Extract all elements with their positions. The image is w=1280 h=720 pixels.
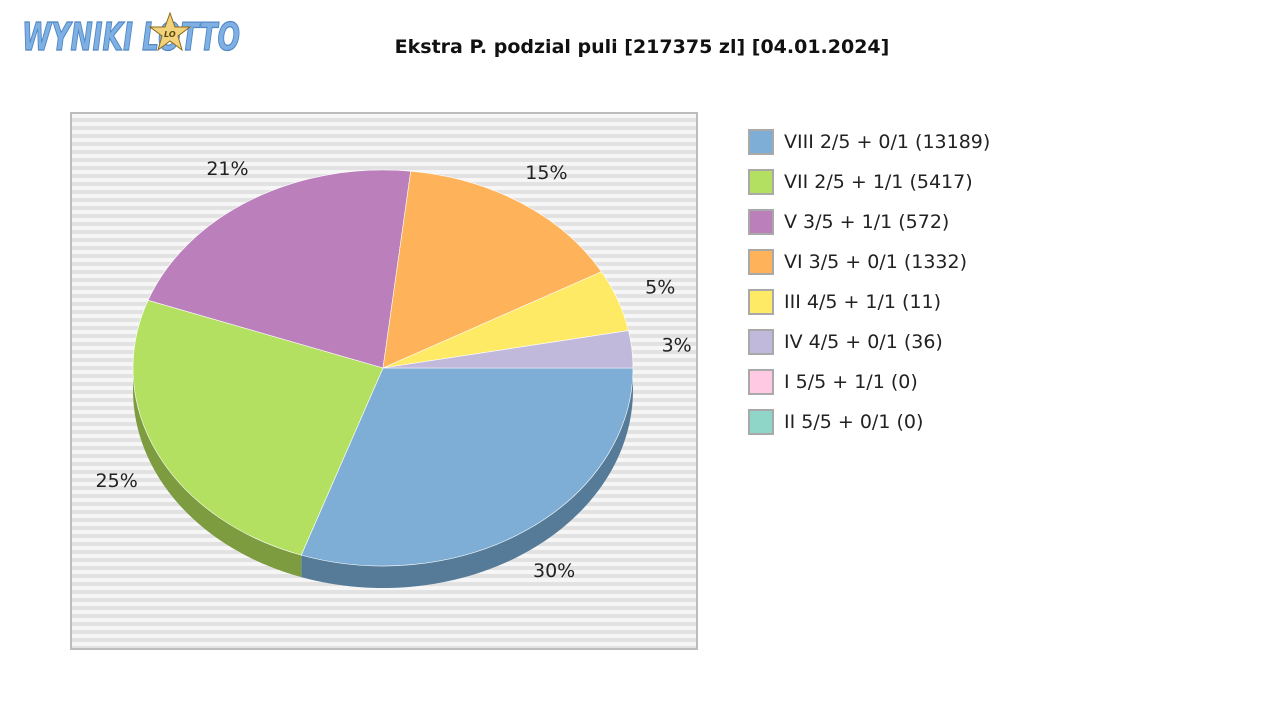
legend-label-0: VIII 2/5 + 0/1 (13189) xyxy=(784,131,991,153)
pie-percent-label-4: 5% xyxy=(645,277,675,299)
legend-item-4: III 4/5 + 1/1 (11) xyxy=(748,282,990,322)
chart-title: Ekstra P. podzial puli [217375 zl] [04.0… xyxy=(394,36,890,58)
legend: VIII 2/5 + 0/1 (13189) VII 2/5 + 1/1 (541… xyxy=(748,122,990,442)
legend-label-6: I 5/5 + 1/1 (0) xyxy=(784,371,918,393)
legend-label-1: VII 2/5 + 1/1 (5417) xyxy=(784,171,973,193)
pie-slice-1[interactable] xyxy=(132,299,384,556)
legend-swatch-4 xyxy=(748,289,774,315)
pie-percent-label-2: 21% xyxy=(206,158,248,180)
pie-percent-labels: 30% 25% 21% 15% 5% 3% xyxy=(96,158,692,582)
pie-slice-3[interactable] xyxy=(382,170,602,369)
legend-swatch-2 xyxy=(748,209,774,235)
legend-label-7: II 5/5 + 0/1 (0) xyxy=(784,411,924,433)
legend-item-6: I 5/5 + 1/1 (0) xyxy=(748,362,990,402)
pie-depth xyxy=(133,368,633,588)
legend-label-5: IV 4/5 + 0/1 (36) xyxy=(784,331,943,353)
pie-percent-label-3: 15% xyxy=(525,162,567,184)
legend-swatch-1 xyxy=(748,169,774,195)
star-icon xyxy=(148,11,192,52)
pie-percent-label-5: 3% xyxy=(662,334,692,356)
legend-label-4: III 4/5 + 1/1 (11) xyxy=(784,291,942,313)
legend-item-7: II 5/5 + 0/1 (0) xyxy=(748,402,990,442)
pie-slice-depth-0 xyxy=(301,368,633,588)
legend-swatch-6 xyxy=(748,369,774,395)
legend-item-1: VII 2/5 + 1/1 (5417) xyxy=(748,162,990,202)
logo-wordmark: WYNIKI LOTTO xyxy=(22,15,240,58)
pie-slice-depth-1 xyxy=(133,368,302,578)
pie-percent-label-1: 25% xyxy=(96,470,138,492)
pie-slice-0[interactable] xyxy=(300,367,634,567)
logo-badge-text: LO xyxy=(164,30,176,39)
pie-percent-label-0: 30% xyxy=(533,560,575,582)
wyniki-lotto-logo: WYNIKI LOTTO LO xyxy=(21,11,241,58)
pie-slice-2[interactable] xyxy=(147,169,412,369)
legend-item-3: VI 3/5 + 0/1 (1332) xyxy=(748,242,990,282)
legend-item-0: VIII 2/5 + 0/1 (13189) xyxy=(748,122,990,162)
legend-label-2: V 3/5 + 1/1 (572) xyxy=(784,211,950,233)
pie-slice-5[interactable] xyxy=(382,330,634,369)
legend-swatch-5 xyxy=(748,329,774,355)
legend-label-3: VI 3/5 + 0/1 (1332) xyxy=(784,251,968,273)
legend-item-2: V 3/5 + 1/1 (572) xyxy=(748,202,990,242)
legend-item-5: IV 4/5 + 0/1 (36) xyxy=(748,322,990,362)
pie-slices xyxy=(132,169,634,567)
legend-swatch-3 xyxy=(748,249,774,275)
legend-swatch-0 xyxy=(748,129,774,155)
legend-swatch-7 xyxy=(748,409,774,435)
